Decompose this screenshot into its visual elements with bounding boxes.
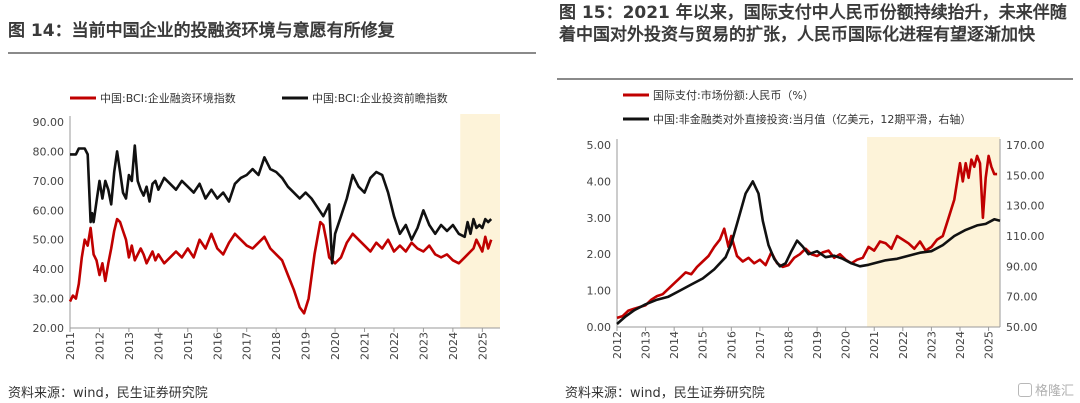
x-tick-label: 2013	[640, 331, 653, 359]
x-tick-label: 2019	[811, 331, 824, 359]
x-tick-label: 2015	[182, 332, 195, 360]
left-title-rule	[8, 52, 536, 54]
x-tick-label: 2016	[211, 332, 224, 360]
left-source-note: 资料来源：wind，民生证券研究院	[8, 386, 208, 401]
y-right-tick-label: 150.00	[1006, 169, 1045, 182]
x-tick-label: 2022	[388, 332, 401, 360]
series-line-black	[70, 144, 493, 265]
y-right-tick-label: 130.00	[1006, 200, 1045, 213]
y-right-tick-label: 110.00	[1006, 230, 1045, 243]
x-tick-label: 2012	[611, 331, 624, 359]
y-tick-label: 5.00	[587, 139, 612, 152]
legend-label: 国际支付:市场份额:人民币（%）	[653, 88, 814, 102]
x-tick-label: 2021	[868, 331, 881, 359]
x-tick-label: 2014	[668, 331, 681, 359]
x-tick-label: 2024	[954, 331, 967, 359]
watermark: 格隆汇	[1017, 380, 1074, 399]
y-tick-label: 4.00	[587, 175, 612, 188]
x-tick-label: 2024	[447, 332, 460, 360]
x-tick-label: 2017	[754, 331, 767, 359]
right-source-note: 资料来源：wind，民生证券研究院	[565, 386, 765, 401]
y-tick-label: 80.00	[33, 145, 65, 158]
legend-label: 中国:BCI:企业投资前瞻指数	[312, 91, 448, 105]
x-tick-label: 2011	[64, 332, 77, 360]
x-tick-label: 2023	[925, 331, 938, 359]
legend-label: 中国:BCI:企业融资环境指数	[100, 91, 236, 105]
x-tick-label: 2025	[476, 332, 489, 360]
x-tick-label: 2014	[152, 332, 165, 360]
y-tick-label: 30.00	[33, 293, 65, 306]
x-tick-label: 2020	[840, 331, 853, 359]
y-tick-label: 2.00	[587, 248, 612, 261]
x-tick-label: 2022	[897, 331, 910, 359]
x-tick-label: 2018	[782, 331, 795, 359]
x-tick-label: 2015	[697, 331, 710, 359]
x-tick-label: 2020	[329, 332, 342, 360]
right-line-chart: 0.00 1.00 2.00 3.00 4.00 5.00 50.00 70.00 90.00 1…	[587, 88, 1045, 359]
y-tick-label: 90.00	[33, 116, 65, 129]
y-right-tick-label: 70.00	[1006, 291, 1038, 304]
y-right-tick-label: 170.00	[1006, 139, 1045, 152]
series-line-black	[616, 180, 1001, 325]
series-line-red	[616, 154, 998, 320]
left-line-chart: 20.00 30.00 40.00 50.00 60.00 70.00 80.00 90.00…	[33, 91, 500, 360]
x-tick-label: 2018	[270, 332, 283, 360]
y-tick-label: 70.00	[33, 175, 65, 188]
x-tick-label: 2013	[123, 332, 136, 360]
series-line-red	[68, 217, 493, 315]
y-tick-label: 60.00	[33, 204, 65, 217]
y-tick-label: 50.00	[33, 234, 65, 247]
x-tick-label: 2025	[983, 331, 996, 359]
highlight-band	[867, 137, 1000, 327]
right-figure-panel: 图 15：2021 年以来，国际支付中人民币份额持续抬升，未来伴随着中国对外投资…	[545, 0, 1080, 403]
y-tick-label: 20.00	[33, 322, 65, 335]
y-tick-label: 3.00	[587, 212, 612, 225]
x-tick-label: 2016	[725, 331, 738, 359]
watermark-text: 格隆汇	[1034, 384, 1074, 399]
x-tick-label: 2012	[93, 332, 106, 360]
gelonghui-logo-icon	[1017, 382, 1032, 397]
y-tick-label: 1.00	[587, 285, 612, 298]
left-figure-title: 图 14：当前中国企业的投融资环境与意愿有所修复	[8, 21, 395, 41]
left-figure-panel: 图 14：当前中国企业的投融资环境与意愿有所修复 20.00 30.00 40.00…	[8, 21, 536, 401]
right-title-rule	[557, 78, 1073, 80]
y-tick-label: 40.00	[33, 263, 65, 276]
y-right-tick-label: 90.00	[1006, 260, 1038, 273]
y-right-tick-label: 50.00	[1006, 321, 1038, 334]
x-tick-label: 2017	[241, 332, 254, 360]
right-figure-title: 图 15：2021 年以来，国际支付中人民币份额持续抬升，未来伴随着中国对外投资…	[559, 3, 1067, 45]
legend-label: 中国:非金融类对外直接投资:当月值（亿美元，12期平滑，右轴）	[653, 112, 971, 126]
y-tick-label: 0.00	[587, 321, 612, 334]
x-tick-label: 2021	[359, 332, 372, 360]
x-tick-label: 2019	[300, 332, 313, 360]
highlight-band	[460, 114, 500, 328]
x-tick-label: 2023	[417, 332, 430, 360]
